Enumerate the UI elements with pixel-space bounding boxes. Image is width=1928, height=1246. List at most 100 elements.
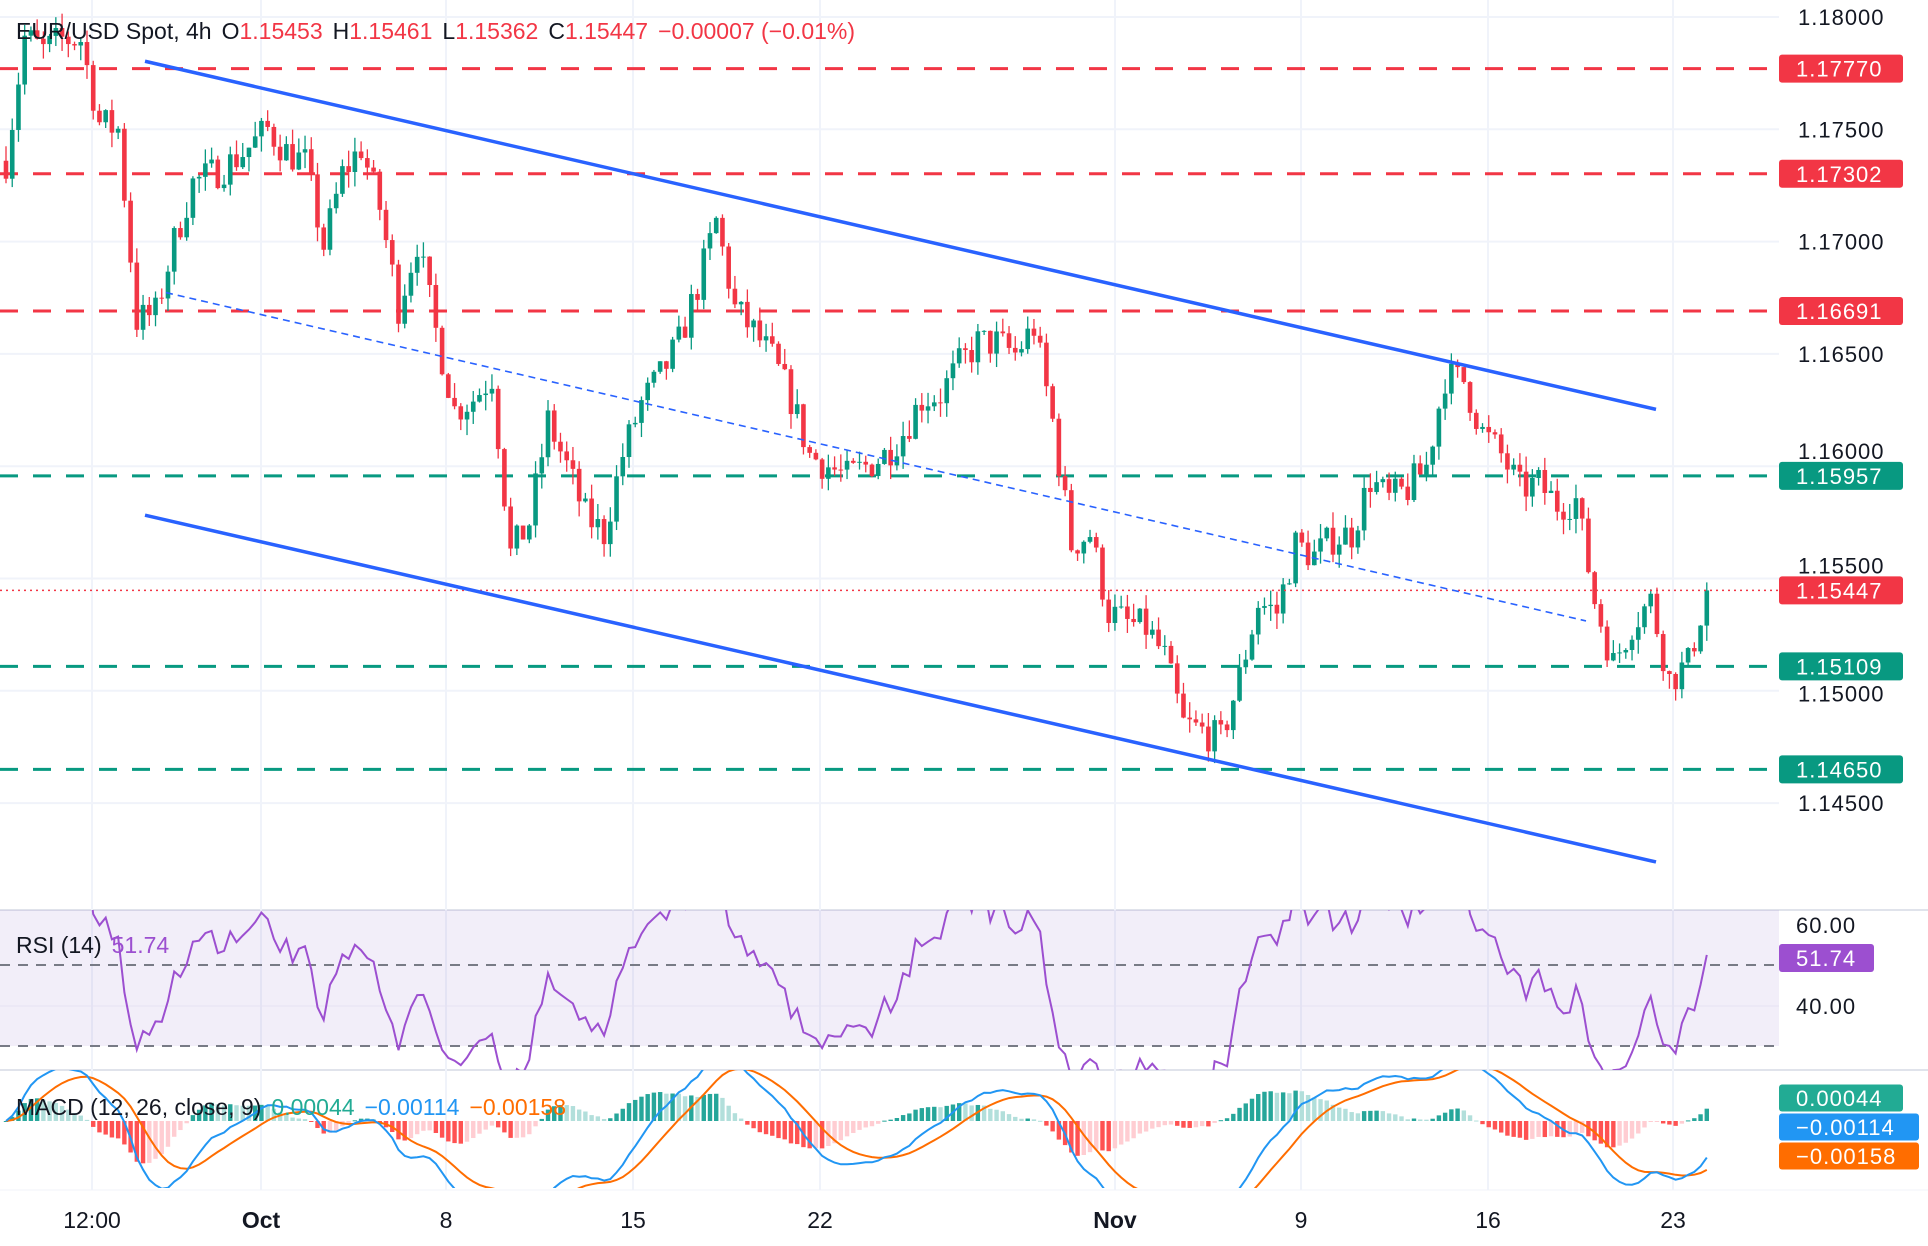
level-price-label-box <box>1779 755 1903 784</box>
candle-body <box>1087 537 1093 542</box>
candle <box>1274 591 1280 629</box>
macd-hist-bar <box>53 1102 59 1121</box>
candle <box>271 123 277 156</box>
macd-hist-bar <box>552 1106 557 1121</box>
macd-hist-bar <box>795 1121 800 1145</box>
macd-hist-bar <box>1692 1118 1697 1121</box>
candle-body <box>234 154 239 168</box>
macd-hist-bar <box>184 1121 189 1124</box>
macd-hist-bar <box>1013 1116 1018 1121</box>
candle <box>327 199 333 256</box>
candle-body <box>869 464 875 477</box>
candle-body <box>1330 527 1336 555</box>
candle <box>751 318 756 342</box>
candle-body <box>527 525 532 540</box>
candle-body <box>340 166 345 194</box>
candle-body <box>265 120 270 127</box>
candle <box>608 507 613 557</box>
macd-hist-bar <box>1654 1121 1660 1122</box>
candle <box>1118 595 1124 609</box>
candle-body <box>1361 487 1367 531</box>
candle <box>1685 647 1691 667</box>
macd-hist-bar <box>956 1103 962 1121</box>
candle-body <box>1542 469 1548 493</box>
macd-hist-bar <box>932 1106 937 1121</box>
macd-hist-bar <box>1056 1121 1062 1140</box>
candle-body <box>190 178 196 218</box>
candle <box>888 436 893 480</box>
high-label: H <box>332 18 350 44</box>
macd-hist-bar <box>1449 1109 1454 1121</box>
candle <box>695 288 700 312</box>
candle-body <box>3 160 9 179</box>
candle <box>1174 655 1180 704</box>
candle-body <box>1511 464 1516 470</box>
candle <box>788 365 794 429</box>
macd-hist-bar <box>851 1121 856 1133</box>
candle-body <box>1486 426 1492 433</box>
candle <box>732 275 738 309</box>
macd-hist-bar <box>271 1108 277 1121</box>
candle-body <box>259 120 264 137</box>
candle <box>1536 467 1541 486</box>
candle <box>564 441 569 472</box>
candle <box>1287 578 1292 585</box>
candle <box>215 155 221 190</box>
candle-body <box>1673 673 1678 690</box>
rsi-label: RSI (14) <box>16 932 102 958</box>
candle-body <box>919 404 925 411</box>
candle-body <box>1237 667 1242 701</box>
macd-hist-bar <box>988 1108 993 1121</box>
candle-body <box>844 460 850 470</box>
macd-hist-bar <box>745 1121 750 1125</box>
macd-hist-bar <box>888 1119 893 1121</box>
candle-body <box>1374 482 1379 493</box>
candle <box>1386 472 1392 501</box>
candle <box>1150 621 1155 639</box>
candle-body <box>408 272 414 296</box>
candle <box>315 162 320 242</box>
candle-body <box>1318 538 1323 552</box>
macd-hist-bar <box>626 1103 632 1121</box>
candle <box>1187 702 1192 733</box>
candle <box>134 248 140 337</box>
candle-body <box>458 406 464 420</box>
candle-body <box>1654 593 1660 635</box>
candle-body <box>1629 639 1635 650</box>
candle-body <box>1548 490 1554 493</box>
candle-body <box>1093 537 1099 548</box>
candle <box>626 420 632 468</box>
candle-body <box>539 457 545 474</box>
candle-body <box>1685 648 1691 663</box>
macd-hist-bar <box>109 1121 115 1138</box>
candle <box>1093 532 1099 553</box>
candle <box>875 458 881 480</box>
macd-hist-bar <box>66 1109 71 1121</box>
candle <box>1343 515 1348 545</box>
macd-hist-bar <box>776 1121 781 1139</box>
candle-body <box>284 144 289 161</box>
candle <box>819 457 825 489</box>
candle <box>1050 383 1055 423</box>
macd-hist-bar <box>446 1121 451 1142</box>
candle-body <box>327 208 333 250</box>
macd-hist-bar <box>115 1121 121 1139</box>
macd-hist-bar <box>763 1121 769 1135</box>
macd-hist-bar <box>1330 1104 1336 1121</box>
macd-hist-bar <box>1642 1121 1647 1128</box>
macd-hist-bar <box>1623 1121 1628 1143</box>
rsi-tick-label: 60.00 <box>1796 913 1856 938</box>
candle <box>1667 670 1672 689</box>
macd-hist-bar <box>1293 1090 1298 1121</box>
macd-hist-bar <box>309 1121 314 1122</box>
candle-body <box>938 402 943 404</box>
candle <box>763 323 769 352</box>
candle <box>1679 651 1685 699</box>
candle <box>1430 445 1435 475</box>
candle <box>1368 473 1373 508</box>
candle <box>1044 333 1049 397</box>
candle-body <box>657 361 663 372</box>
macd-hist-bar <box>1474 1120 1479 1122</box>
candle <box>1087 529 1093 544</box>
